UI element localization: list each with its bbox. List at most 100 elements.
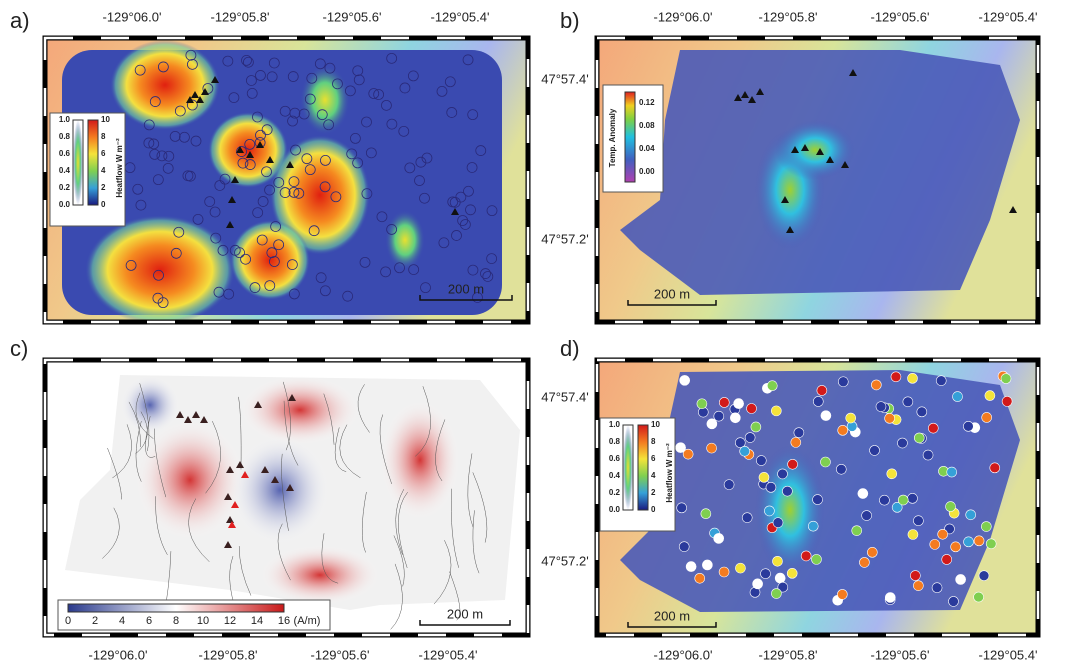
station [946, 502, 956, 512]
station [928, 423, 938, 433]
station [923, 450, 933, 460]
station [808, 521, 818, 531]
station [852, 526, 862, 536]
warm-zone [385, 210, 425, 270]
longitude-label: -129°05.4' [978, 647, 1037, 662]
panel-b: Temp. Anomaly [597, 38, 1038, 322]
hot-zone [85, 215, 235, 325]
colorbar-tick: 1.0 [59, 115, 71, 124]
station [953, 392, 963, 402]
colorbar-title: Temp. Anomaly [608, 108, 617, 167]
longitude-label: -129°06.0' [102, 9, 161, 24]
station [982, 412, 992, 422]
colorbar [73, 120, 83, 205]
anomaly-zone [775, 120, 855, 180]
station [836, 464, 846, 474]
station [817, 385, 827, 395]
colorbar-tick: 0.0 [59, 200, 71, 209]
station [679, 542, 689, 552]
longitude-label: -129°05.8' [210, 9, 269, 24]
station [907, 373, 917, 383]
station [837, 589, 847, 599]
colorbar-title: Heatflow W m⁻² [665, 443, 674, 503]
colorbar-tick: 2 [92, 615, 98, 627]
longitude-label: -129°05.4' [978, 9, 1037, 24]
colorbar-tick: 4 [651, 471, 656, 480]
station [791, 437, 801, 447]
station [771, 406, 781, 416]
longitude-label: -129°05.6' [310, 647, 369, 662]
station [719, 567, 729, 577]
colorbar-tick: 8 [651, 437, 656, 446]
scale-label: 200 m [448, 281, 484, 296]
panel-label: a) [10, 8, 30, 33]
station [897, 438, 907, 448]
station [761, 569, 771, 579]
colorbar-tick: 6 [101, 149, 106, 158]
latitude-label: 47°57.4' [541, 71, 588, 86]
colorbar-tick: 4 [101, 166, 106, 175]
station [735, 563, 745, 573]
station [759, 472, 769, 482]
scale-label: 200 m [654, 608, 690, 623]
station [858, 489, 868, 499]
station [766, 482, 776, 492]
station [981, 522, 991, 532]
station [787, 568, 797, 578]
magnetic-high [260, 545, 380, 605]
longitude-label: -129°05.4' [430, 9, 489, 24]
station [870, 445, 880, 455]
panel-d: Heatflow W m⁻² [597, 360, 1038, 635]
station [707, 443, 717, 453]
latitude-label: 47°57.2' [541, 231, 588, 246]
longitude-label: -129°05.4' [418, 647, 477, 662]
colorbar-tick: 6 [651, 454, 656, 463]
scale-label: 200 m [654, 286, 690, 301]
station [947, 467, 957, 477]
station [751, 422, 761, 432]
colorbar-tick: 2 [651, 488, 656, 497]
colorbar-tick: 0 [101, 200, 106, 209]
panel-label: d) [560, 336, 580, 361]
colorbar-tick: 0 [651, 505, 656, 514]
station [838, 377, 848, 387]
station [683, 449, 693, 459]
station [907, 493, 917, 503]
station [879, 495, 889, 505]
station [740, 446, 750, 456]
colorbar-tick: 0.12 [639, 98, 655, 107]
station [891, 372, 901, 382]
station [964, 537, 974, 547]
hot-zone [110, 40, 220, 130]
colorbar [68, 604, 284, 612]
station [701, 509, 711, 519]
station [1001, 374, 1011, 384]
station [956, 574, 966, 584]
station [697, 399, 707, 409]
station [930, 539, 940, 549]
station [938, 529, 948, 539]
station [820, 457, 830, 467]
colorbar-tick: 0.08 [639, 121, 655, 130]
panel-label: b) [560, 8, 580, 33]
station [686, 562, 696, 572]
station [747, 404, 757, 414]
longitude-label: -129°05.6' [322, 9, 381, 24]
station [821, 411, 831, 421]
station [846, 413, 856, 423]
colorbar [623, 425, 633, 510]
colorbar-tick: 0.6 [609, 454, 621, 463]
station [719, 397, 729, 407]
colorbar-tick: 0.6 [59, 149, 71, 158]
station [885, 592, 895, 602]
scale-label: 200 m [447, 606, 483, 621]
station [745, 433, 755, 443]
magnetic-high [380, 400, 460, 520]
colorbar-tick: 8 [101, 132, 106, 141]
figure: Heatflow W m⁻² Temp. Anomaly (A/m) Heatf… [0, 0, 1084, 666]
station [794, 428, 804, 438]
station [714, 411, 724, 421]
longitude-label: -129°05.6' [870, 647, 929, 662]
latitude-label: 47°57.4' [541, 389, 588, 404]
station [986, 539, 996, 549]
